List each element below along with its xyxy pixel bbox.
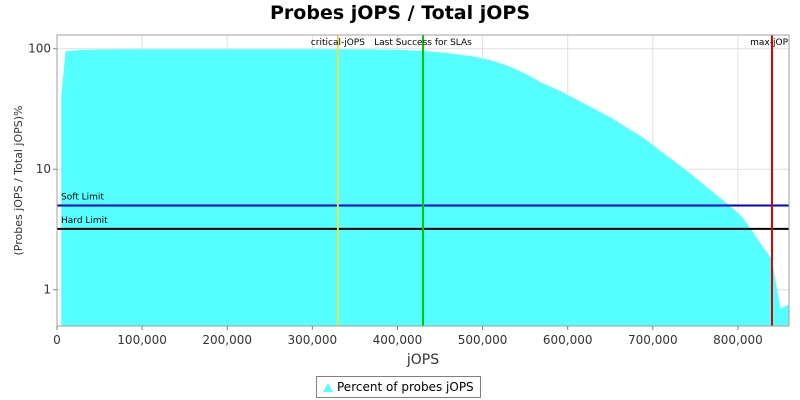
limit-label: Hard Limit: [61, 216, 108, 226]
y-axis-ticks: 1 10 100: [28, 42, 57, 297]
x-axis-title: jOPS: [406, 352, 439, 368]
x-axis-ticks: 0 100,000 200,000 300,000 400,000 500,000 600,…: [53, 326, 763, 347]
y-tick-label: 10: [36, 162, 51, 176]
x-tick-label: 800,000: [713, 333, 763, 347]
y-tick-label: 1: [43, 283, 51, 297]
x-tick-label: 700,000: [628, 333, 678, 347]
plot-border: [56, 34, 790, 327]
marker-label: max-jOP: [750, 38, 788, 48]
limit-label: Soft Limit: [61, 193, 104, 203]
x-tick-label: 500,000: [458, 333, 508, 347]
y-tick-label: 100: [28, 42, 51, 56]
data-area-percent-probes: [61, 49, 790, 327]
y-axis-title: (Probes jOPS / Total jOPS)%: [12, 105, 25, 255]
vertical-marker-lines: critical-jOPS Last Success for SLAs max-jO…: [311, 35, 789, 326]
marker-label: critical-jOPS: [311, 38, 365, 48]
x-tick-label: 400,000: [373, 333, 423, 347]
x-tick-label: 0: [53, 333, 61, 347]
x-tick-label: 100,000: [117, 333, 167, 347]
legend-swatch-icon: [323, 382, 333, 392]
marker-label: Last Success for SLAs: [374, 38, 472, 48]
legend-label: Percent of probes jOPS: [337, 380, 474, 394]
x-tick-label: 600,000: [543, 333, 593, 347]
x-tick-label: 200,000: [202, 333, 252, 347]
x-tick-label: 300,000: [288, 333, 338, 347]
legend: Percent of probes jOPS: [316, 376, 481, 398]
chart-title: Probes jOPS / Total jOPS: [270, 2, 530, 24]
